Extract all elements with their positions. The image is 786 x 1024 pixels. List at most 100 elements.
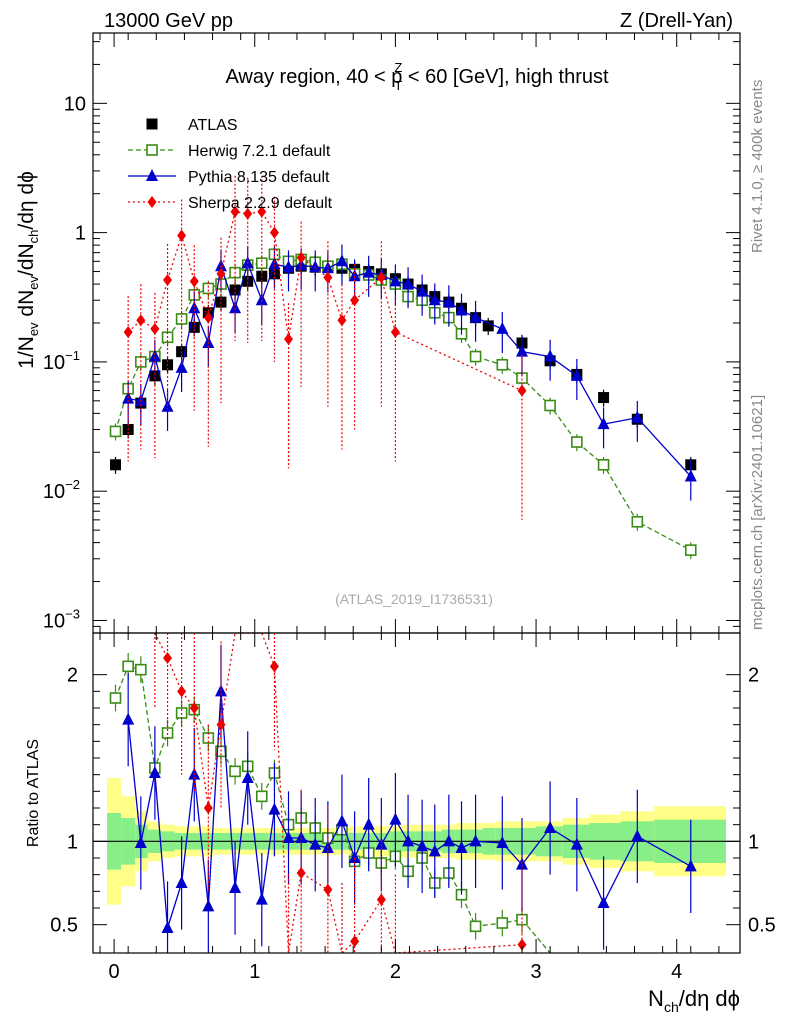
legend-marker bbox=[146, 169, 158, 181]
data-point bbox=[214, 259, 227, 272]
ratio-point bbox=[309, 837, 322, 850]
mcplots-label: mcplots.cern.ch [arXiv:2401.10621] bbox=[749, 395, 766, 630]
ylabel-part: /dη dϕ bbox=[15, 171, 38, 229]
main-panel-series bbox=[109, 175, 697, 560]
ratio-point bbox=[216, 718, 226, 731]
data-point bbox=[684, 544, 697, 556]
ratio-point bbox=[323, 883, 333, 896]
data-point bbox=[515, 344, 528, 357]
ratio-y-axis-label: Ratio to ATLAS bbox=[25, 739, 42, 847]
data-point bbox=[229, 301, 242, 314]
data-point bbox=[482, 320, 494, 332]
data-point bbox=[296, 251, 306, 264]
ratio-panel-frame bbox=[92, 632, 741, 954]
data-point bbox=[323, 271, 333, 284]
ratio-point bbox=[189, 702, 199, 714]
data-point bbox=[348, 269, 361, 282]
data-point bbox=[428, 293, 441, 306]
data-point bbox=[376, 271, 386, 284]
ratio-point bbox=[135, 663, 147, 676]
data-point bbox=[295, 258, 308, 271]
data-point bbox=[229, 284, 241, 296]
ratio-uncertainty-band bbox=[93, 778, 740, 905]
ratio-point bbox=[109, 692, 122, 704]
data-point bbox=[109, 425, 122, 438]
data-point bbox=[455, 303, 468, 316]
data-point bbox=[390, 326, 400, 339]
ratio-point bbox=[255, 790, 268, 803]
data-point bbox=[257, 205, 267, 218]
ratio-point bbox=[402, 834, 415, 847]
ratio-point bbox=[442, 834, 455, 847]
ratio-point bbox=[389, 812, 402, 825]
ratio-y-tick-label-right: 1 bbox=[748, 831, 759, 853]
series-line-2 bbox=[128, 260, 692, 477]
title-superscript: Z bbox=[394, 60, 402, 75]
y-tick-label: 10−2 bbox=[43, 477, 80, 503]
ratio-point bbox=[428, 844, 441, 857]
ylabel-part: /dN bbox=[15, 243, 38, 276]
legend-entry: Pythia 8.135 default bbox=[188, 169, 330, 186]
title-subscript: T bbox=[394, 78, 402, 93]
data-point bbox=[134, 393, 147, 406]
ratio-point bbox=[515, 857, 528, 870]
ratio-point bbox=[496, 836, 509, 848]
data-point bbox=[469, 350, 482, 363]
ratio-point bbox=[163, 652, 173, 664]
ratio-point bbox=[229, 765, 241, 778]
ratio-point bbox=[684, 859, 697, 872]
x-tick-label: 4 bbox=[671, 961, 682, 983]
ratio-point bbox=[335, 814, 348, 827]
ylabel-sub: ev bbox=[26, 322, 41, 336]
ylabel-sub: ev bbox=[26, 276, 41, 290]
ratio-y-tick-label: 0.5 bbox=[50, 915, 78, 937]
ratio-point bbox=[350, 935, 360, 948]
data-point bbox=[309, 260, 322, 273]
ratio-y-tick-label: 1 bbox=[67, 831, 78, 853]
ratio-line-1 bbox=[127, 691, 692, 929]
ratio-point bbox=[177, 685, 187, 698]
data-point bbox=[282, 260, 295, 273]
ratio-point bbox=[161, 921, 174, 933]
data-point bbox=[402, 277, 415, 290]
panel-title: Away region, 40 < pZ T < 60 [GeV], high t… bbox=[225, 60, 609, 93]
ratio-point bbox=[544, 821, 557, 833]
data-point bbox=[216, 267, 226, 280]
ratio-point bbox=[296, 867, 306, 879]
data-point bbox=[570, 368, 583, 381]
ratio-point bbox=[202, 899, 215, 912]
data-point bbox=[350, 294, 360, 307]
ratio-point bbox=[122, 660, 134, 673]
data-point bbox=[469, 310, 482, 323]
data-point bbox=[544, 349, 557, 362]
data-point bbox=[268, 257, 281, 270]
data-point bbox=[255, 257, 268, 270]
ratio-point bbox=[268, 802, 281, 815]
ratio-point bbox=[469, 834, 482, 847]
data-point bbox=[544, 399, 556, 412]
data-point bbox=[202, 282, 215, 295]
data-point bbox=[269, 226, 279, 239]
ratio-point bbox=[496, 917, 509, 929]
data-point bbox=[175, 360, 188, 373]
y-tick-label: 10 bbox=[64, 93, 86, 115]
ratio-point bbox=[469, 920, 482, 933]
data-point bbox=[163, 274, 173, 287]
data-point bbox=[150, 322, 160, 335]
rivet-label: Rivet 4.1.0, ≥ 400k events bbox=[749, 80, 766, 253]
ratio-point bbox=[148, 766, 161, 778]
main-y-axis-label: 1/Nev dNev/dNch/dη dϕ bbox=[15, 171, 41, 369]
legend-marker bbox=[146, 118, 158, 130]
data-point bbox=[597, 458, 610, 471]
ratio-point bbox=[570, 837, 583, 850]
legend-entry: Sherpa 2.2.9 default bbox=[188, 195, 333, 212]
ratio-point bbox=[295, 831, 308, 843]
ratio-y-tick-label-right: 2 bbox=[748, 665, 759, 687]
data-point bbox=[362, 265, 375, 278]
data-point bbox=[203, 311, 213, 324]
series-line-3 bbox=[127, 211, 523, 392]
process-title: 13000 GeV pp bbox=[104, 10, 233, 32]
data-point bbox=[136, 314, 146, 327]
ratio-panel-series bbox=[109, 632, 697, 955]
